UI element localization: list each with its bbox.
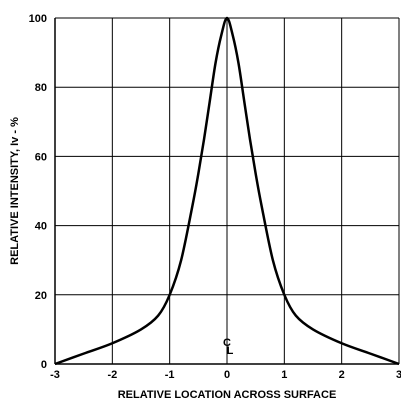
x-tick-label: 1 (281, 369, 287, 381)
grid (54, 17, 400, 365)
y-tick-labels: 0 20 40 60 80 100 (29, 13, 47, 371)
centerline-annotation: C L (223, 337, 234, 357)
intensity-curve (54, 16, 400, 366)
y-tick-label: 80 (35, 82, 47, 94)
x-tick-label: -2 (107, 369, 117, 381)
centerline-label: C (223, 337, 231, 349)
y-axis-title: RELATIVE INTENSITY, Iv - % (9, 117, 21, 265)
y-tick-label: 0 (41, 359, 47, 371)
x-tick-label: 2 (339, 369, 345, 381)
y-tick-label: 60 (35, 151, 47, 163)
x-tick-label: 3 (396, 369, 401, 381)
centerline-subscript: L (227, 345, 234, 357)
x-tick-label: -3 (50, 369, 60, 381)
y-tick-label: 100 (29, 13, 47, 25)
y-tick-label: 20 (35, 290, 47, 302)
x-tick-label: 0 (224, 369, 230, 381)
x-axis-title: RELATIVE LOCATION ACROSS SURFACE (118, 389, 337, 401)
y-tick-label: 40 (35, 221, 47, 233)
x-tick-labels: -3 -2 -1 0 1 2 3 (50, 369, 401, 381)
x-tick-label: -1 (165, 369, 175, 381)
